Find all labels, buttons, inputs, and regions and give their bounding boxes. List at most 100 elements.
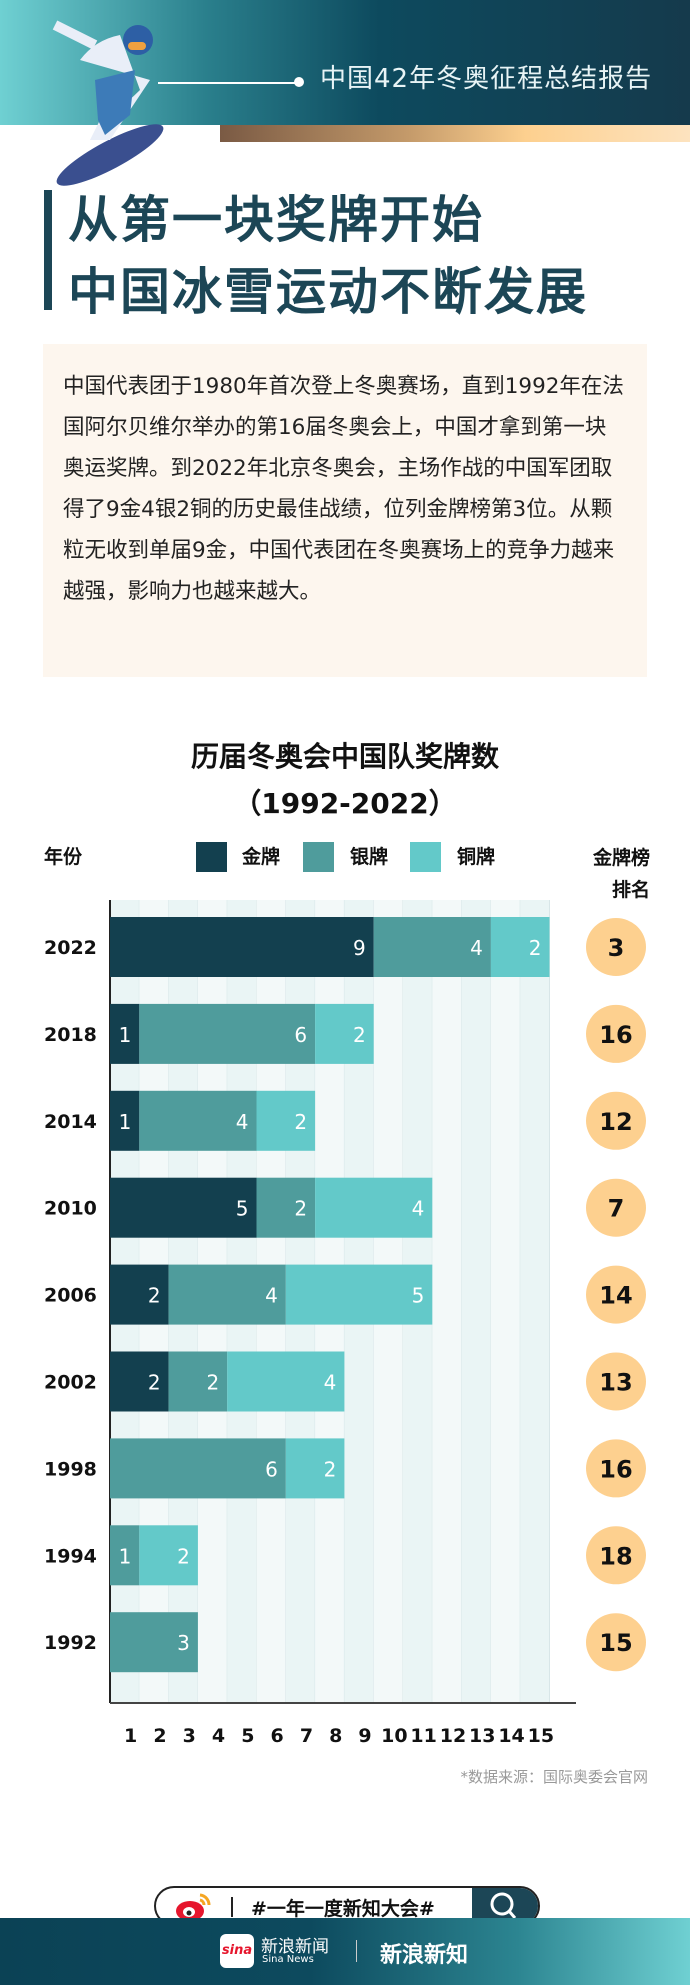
headline-line1: 从第一块奖牌开始 — [68, 191, 484, 249]
search-tag: #一年一度新知大会# — [251, 1898, 435, 1920]
bar-value-label: 5 — [236, 1197, 249, 1221]
data-source: *数据来源：国际奥委会官网 — [460, 1768, 648, 1786]
year-label: 2022 — [44, 937, 97, 959]
bar-segment — [315, 1177, 433, 1238]
x-tick-label: 13 — [469, 1725, 495, 1747]
bar-segment — [139, 1090, 257, 1151]
rank-circle — [586, 1352, 646, 1411]
bar-segment — [373, 917, 491, 977]
x-tick-label: 12 — [440, 1725, 466, 1747]
bar-value-label: 4 — [265, 1284, 278, 1308]
intro-paragraph: 中国代表团于1980年首次登上冬奥赛场，直到1992年在法国阿尔贝维尔举办的第1… — [43, 344, 647, 677]
bar-segment — [110, 1612, 198, 1673]
bar-value-label: 1 — [119, 1544, 132, 1568]
year-label: 2018 — [44, 1024, 97, 1046]
search-icon — [490, 1892, 517, 1919]
rank-circle — [586, 918, 646, 976]
bar-segment — [139, 1003, 316, 1064]
bar-segment — [110, 1003, 140, 1064]
bar-segment — [256, 1177, 316, 1238]
rank-value: 15 — [599, 1629, 632, 1657]
x-tick-label: 14 — [498, 1725, 524, 1747]
headline-line2: 中国冰雪运动不断发展 — [68, 263, 588, 321]
rank-value: 7 — [608, 1195, 625, 1223]
bar-value-label: 5 — [412, 1284, 425, 1308]
legend-swatch-bronze — [410, 842, 441, 872]
bar-value-label: 2 — [294, 1197, 307, 1221]
bar-segment — [110, 1351, 169, 1412]
rank-header: 金牌榜排名 — [592, 847, 650, 901]
rank-circle — [586, 1178, 646, 1237]
bar-segment — [110, 1438, 286, 1499]
x-tick-label: 7 — [300, 1725, 313, 1747]
x-tick-label: 5 — [241, 1725, 254, 1747]
year-label: 1998 — [44, 1458, 97, 1480]
header-line — [158, 82, 298, 84]
x-tick-label: 11 — [410, 1725, 436, 1747]
bar-segment — [168, 1351, 228, 1412]
legend-gold: 金牌 — [242, 846, 281, 868]
bar-value-label: 6 — [265, 1457, 278, 1481]
x-tick-label: 1 — [124, 1725, 137, 1747]
weibo-icon — [176, 1893, 211, 1921]
headline-bar — [44, 190, 52, 310]
report-title: 中国42年冬奥征程总结报告 — [320, 64, 653, 94]
bar-segment — [139, 1525, 198, 1586]
bar-value-label: 2 — [206, 1371, 219, 1395]
x-tick-label: 4 — [212, 1725, 225, 1747]
rank-circle — [586, 1004, 646, 1063]
grid-column — [520, 900, 550, 1703]
rank-value: 18 — [599, 1542, 632, 1570]
rank-circle — [586, 1265, 646, 1324]
grid-column — [432, 900, 462, 1703]
bar-segment — [227, 1351, 345, 1412]
gold-stripe — [220, 125, 690, 142]
bar-segment — [110, 1090, 140, 1151]
bar-segment — [110, 1177, 257, 1238]
brand-sina-news: 新浪新闻 — [261, 1937, 329, 1957]
bar-value-label: 4 — [470, 936, 483, 960]
y-axis-label: 年份 — [44, 846, 83, 868]
legend-bronze: 铜牌 — [457, 846, 496, 868]
sina-logo: sina — [220, 1934, 254, 1968]
chart-subtitle: （1992-2022） — [233, 787, 457, 820]
year-label: 2010 — [44, 1198, 97, 1220]
rank-circle — [586, 1091, 646, 1150]
bar-segment — [490, 917, 550, 977]
bar-segment — [110, 917, 374, 977]
bar-segment — [285, 1264, 433, 1325]
rank-value: 16 — [599, 1021, 632, 1049]
bar-segment — [110, 1525, 140, 1586]
bar-value-label: 4 — [412, 1197, 425, 1221]
rank-value: 12 — [599, 1108, 632, 1136]
bar-value-label: 1 — [119, 1023, 132, 1047]
bar-segment — [285, 1438, 345, 1499]
rank-circle — [586, 1526, 646, 1585]
bar-segment — [110, 1264, 169, 1325]
brand-sina-news-en: Sina News — [262, 1954, 314, 1965]
x-tick-label: 8 — [329, 1725, 342, 1747]
bar-value-label: 3 — [177, 1631, 190, 1655]
bar-segment — [168, 1264, 286, 1325]
footer: sina 新浪新闻 Sina News 新浪新知 — [0, 1918, 690, 1985]
year-label: 2006 — [44, 1285, 97, 1307]
bar-value-label: 2 — [353, 1023, 366, 1047]
legend-swatch-gold — [196, 842, 227, 872]
grid-column — [490, 900, 521, 1703]
legend-silver: 银牌 — [350, 846, 389, 868]
x-tick-label: 10 — [381, 1725, 407, 1747]
rank-value: 16 — [599, 1455, 632, 1483]
legend-swatch-silver — [303, 842, 334, 872]
footer-divider — [356, 1940, 357, 1962]
rank-value: 14 — [599, 1282, 632, 1310]
bar-value-label: 2 — [324, 1457, 337, 1481]
year-label: 1992 — [44, 1632, 97, 1654]
bar-segment — [315, 1003, 374, 1064]
bar-value-label: 1 — [119, 1110, 132, 1134]
year-label: 1994 — [44, 1545, 97, 1567]
year-label: 2002 — [44, 1372, 97, 1394]
rank-value: 3 — [608, 934, 625, 962]
bar-value-label: 2 — [148, 1371, 161, 1395]
grid-column — [461, 900, 491, 1703]
